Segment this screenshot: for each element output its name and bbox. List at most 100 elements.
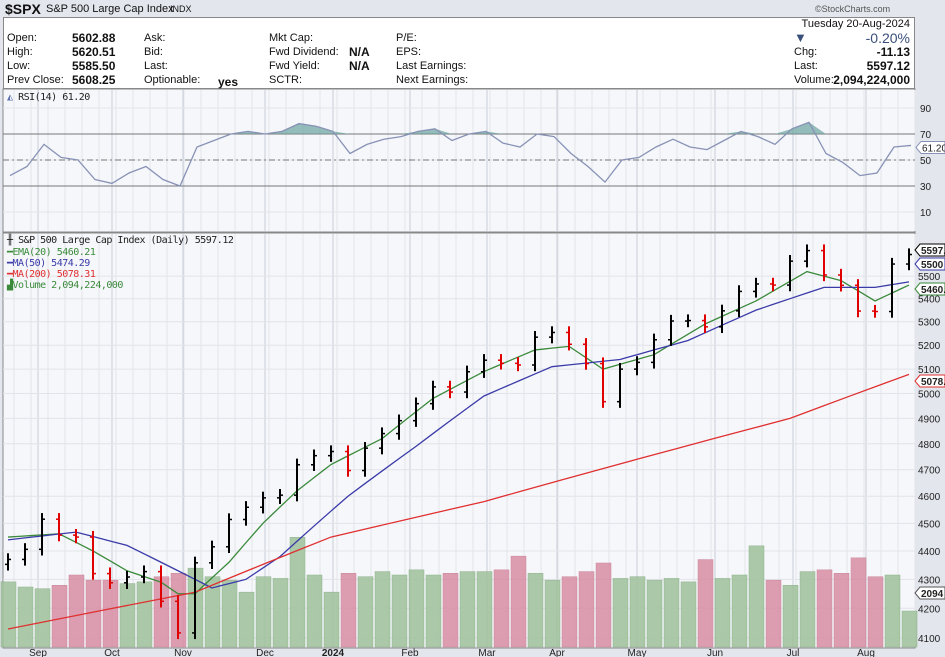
volume-bar <box>323 591 340 648</box>
volume-bar <box>204 576 221 648</box>
volume-bar <box>272 578 289 648</box>
price-tick-label: 5400 <box>918 295 941 306</box>
volume-bar <box>0 581 17 648</box>
price-legend: ╫ S&P 500 Large Cap Index (Daily) 5597.1… <box>7 235 234 246</box>
rsi-icon: ◭ <box>7 92 13 103</box>
volume-bar <box>255 576 272 648</box>
quote-date: Tuesday 20-Aug-2024 <box>801 18 910 30</box>
rsi-overbought-fill <box>333 131 350 134</box>
price-tick-label: 4500 <box>918 519 941 530</box>
rsi-overbought-fill <box>741 131 758 134</box>
x-axis-label: Jul <box>787 648 800 657</box>
volume-label: Volume: <box>794 74 834 86</box>
high-label: High: <box>7 46 33 58</box>
ma50-legend-text: MA(50) 5474.29 <box>12 258 91 269</box>
last-earnings-label: Last Earnings: <box>396 60 467 72</box>
rsi-legend-text: RSI(14) 61.20 <box>18 92 90 103</box>
rsi-line <box>9 121 912 187</box>
chg-label: Chg: <box>794 46 818 58</box>
volume-bar <box>357 576 374 648</box>
rsi-tick-label: 90 <box>920 104 932 115</box>
rsi-overbought-fill <box>231 131 248 134</box>
volume-bar <box>646 579 663 648</box>
last-price-tag-text: 5597.12 <box>921 246 945 257</box>
volume-bar <box>697 559 714 648</box>
volume-bar <box>680 581 697 648</box>
volume-bar <box>901 610 918 648</box>
rsi-tick-label: 50 <box>920 156 932 167</box>
rsi-overbought-fill <box>299 123 316 134</box>
x-axis-label: Feb <box>401 648 419 657</box>
volume-bar <box>221 579 238 648</box>
volume-legend: ▟Volume 2,094,224,000 <box>7 280 123 291</box>
price-tick-label: 4700 <box>918 466 941 477</box>
rsi-overbought-fill <box>792 122 809 134</box>
x-axis-label: Mar <box>478 648 496 657</box>
copyright: ©StockCharts.com <box>815 4 891 14</box>
chart-title-bar: $SPX S&P 500 Large Cap Index INDX ©Stock… <box>0 0 945 17</box>
volume-bar <box>340 573 357 648</box>
price-tick-label: 5500 <box>918 272 941 283</box>
rsi-legend: ◭ RSI(14) 61.20 <box>7 92 90 103</box>
volume-bar <box>816 569 833 648</box>
last-label-mid: Last: <box>144 60 168 72</box>
rsi-overbought-fill <box>469 131 486 134</box>
price-tick-label: 4100 <box>918 634 941 645</box>
volume-bar <box>119 583 136 648</box>
rsi-panel <box>2 88 916 233</box>
ma50-value-tag-text: 5500 <box>921 260 944 271</box>
chg-value: -11.13 <box>876 45 910 59</box>
open-label: Open: <box>7 32 37 44</box>
x-axis-label: Nov <box>174 648 192 657</box>
volume-bar <box>527 573 544 648</box>
fwd-yield-label: Fwd Yield: <box>269 60 320 72</box>
ema20-line <box>7 270 910 595</box>
volume-bar <box>289 537 306 648</box>
last-value: 5597.12 <box>866 59 910 73</box>
price-tick-label: 5100 <box>918 365 941 376</box>
symbol-name: S&P 500 Large Cap Index <box>46 3 174 15</box>
fwd-dividend-label: Fwd Dividend: <box>269 46 339 58</box>
x-axis-label: Jun <box>707 648 723 657</box>
open-value: 5602.88 <box>72 31 116 45</box>
last-label: Last: <box>794 60 818 72</box>
rsi-overbought-fill <box>418 128 435 134</box>
volume-bar <box>510 555 527 648</box>
volume-bar <box>867 576 884 648</box>
price-tick-label: 4600 <box>918 492 941 503</box>
fwd-yield-value: N/A <box>349 59 370 73</box>
volume-bar <box>391 574 408 648</box>
price-tick-label: 4800 <box>918 440 941 451</box>
volume-value: 2,094,224,000 <box>833 73 910 87</box>
volume-bar <box>102 579 119 648</box>
volume-bar <box>493 569 510 648</box>
pe-label: P/E: <box>396 32 417 44</box>
price-panel <box>2 232 916 649</box>
last-price-tag <box>914 243 945 257</box>
prev-close-label: Prev Close: <box>7 74 64 86</box>
volume-bar <box>34 588 51 648</box>
low-label: Low: <box>7 60 31 72</box>
rsi-overbought-fill <box>724 131 741 134</box>
rsi-overbought-fill <box>282 123 299 134</box>
volume-bar <box>374 571 391 648</box>
rsi-overbought-fill <box>316 126 333 134</box>
price-tick-label: 4400 <box>918 547 941 558</box>
volume-bar <box>748 545 765 648</box>
volume-bar <box>799 571 816 648</box>
rsi-overbought-fill <box>809 122 826 134</box>
volume-bar <box>459 571 476 648</box>
rsi-overbought-fill <box>775 128 792 134</box>
rsi-overbought-fill <box>486 131 503 134</box>
volume-bars-icon: ▟ <box>7 280 13 291</box>
rsi-tick-label: 30 <box>920 182 932 193</box>
x-axis-label: Sep <box>29 648 47 657</box>
mkt-cap-label: Mkt Cap: <box>269 32 314 44</box>
ma50-line <box>7 281 910 589</box>
volume-bar <box>663 578 680 648</box>
volume-bar <box>442 573 459 648</box>
price-tick-label: 4900 <box>918 414 941 425</box>
volume-legend-text: Volume 2,094,224,000 <box>12 280 124 291</box>
volume-bar <box>561 576 578 648</box>
